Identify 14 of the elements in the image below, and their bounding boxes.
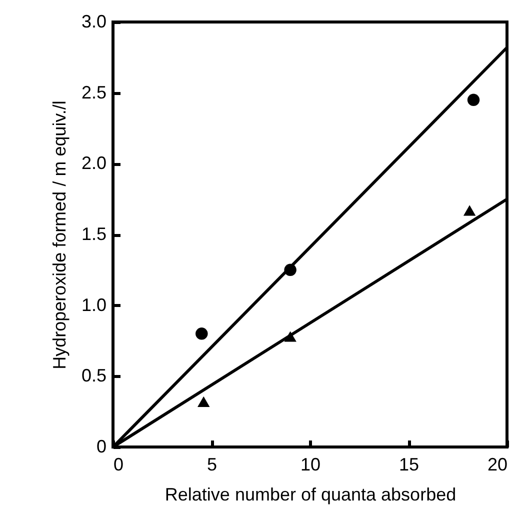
x-tick-label: 5: [206, 454, 218, 474]
y-axis-title: Hydroperoxide formed / m equiv./l: [49, 100, 70, 370]
x-axis-title: Relative number of quanta absorbed: [164, 484, 456, 504]
y-tick-label: 0.5: [81, 366, 106, 386]
x-tick-label: 15: [398, 454, 420, 474]
y-tick-label: 1.5: [81, 224, 106, 244]
x-tick-label: 20: [487, 454, 508, 474]
x-tick-label: 0: [114, 454, 124, 474]
y-tick-label: 3.0: [81, 12, 106, 32]
y-tick-label: 2.0: [81, 153, 106, 174]
y-tick-label: 0: [96, 436, 106, 456]
y-tick-label: 2.5: [81, 82, 106, 102]
x-tick-label: 10: [300, 454, 321, 474]
y-tick-label: 1.0: [81, 294, 106, 315]
